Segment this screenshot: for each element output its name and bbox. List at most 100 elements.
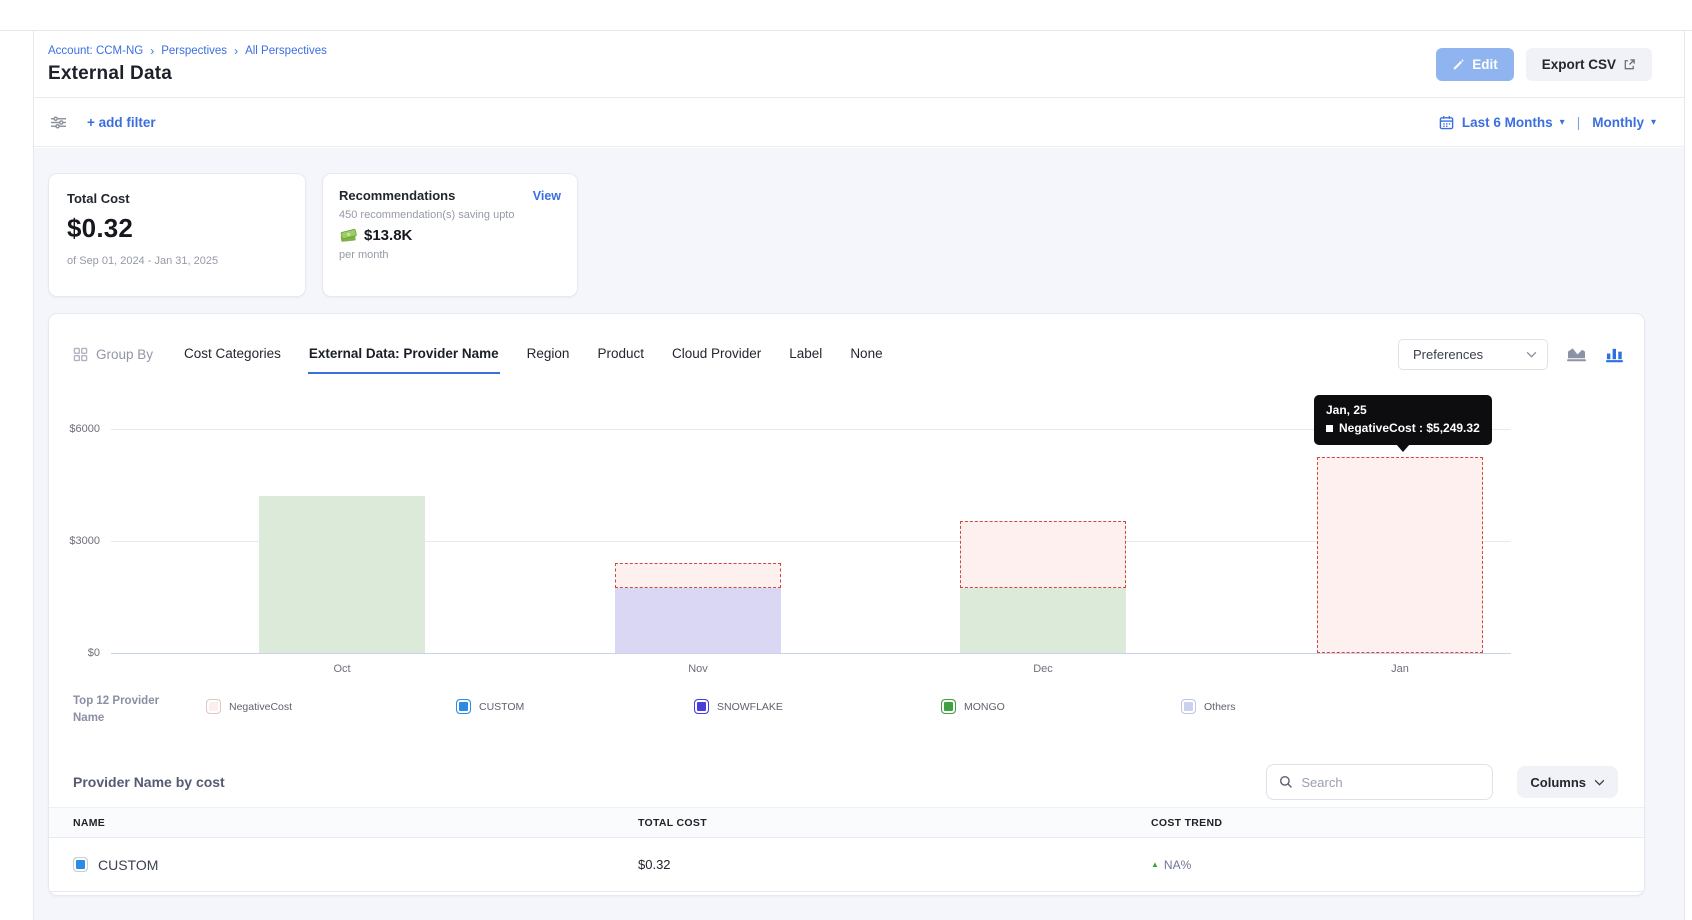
legend-label: CUSTOM — [479, 700, 525, 713]
tab-external-data-provider-name[interactable]: External Data: Provider Name — [307, 335, 500, 374]
x-axis-tick: Oct — [333, 663, 351, 675]
legend-swatch — [941, 699, 956, 714]
legend-label: SNOWFLAKE — [717, 700, 783, 713]
filter-sliders-icon[interactable] — [50, 115, 67, 130]
x-axis-tick: Dec — [1033, 663, 1053, 675]
tab-region[interactable]: Region — [526, 345, 570, 361]
x-axis-tick: Nov — [688, 663, 708, 675]
tab-product[interactable]: Product — [597, 345, 644, 361]
tab-label[interactable]: Label — [789, 345, 823, 361]
area-chart-toggle[interactable] — [1566, 346, 1587, 363]
tab-none[interactable]: None — [850, 345, 883, 361]
add-filter-button[interactable]: + add filter — [87, 114, 156, 130]
bar-dec-negativecost[interactable] — [960, 520, 1126, 589]
bar-oct-mongo[interactable] — [259, 495, 425, 653]
chart-tooltip: Jan, 25 NegativeCost : $5,249.32 — [1314, 395, 1492, 452]
breadcrumb-link[interactable]: All Perspectives — [245, 44, 327, 57]
y-axis-tick: $0 — [87, 647, 100, 659]
savings-period: per month — [339, 249, 389, 261]
tooltip-series-marker — [1326, 424, 1333, 432]
caret-down-icon: ▾ — [1559, 116, 1565, 128]
chart-legend: Top 12 Provider Name NegativeCost CUSTOM S… — [49, 690, 1644, 736]
y-axis-tick: $6000 — [69, 423, 100, 435]
total-cost-period: of Sep 01, 2024 - Jan 31, 2025 — [67, 255, 219, 267]
groupby-tabs: Cost Categories External Data: Provider N… — [183, 335, 884, 374]
divider: | — [1576, 114, 1581, 130]
chart-gridline — [111, 541, 1511, 542]
legend-item-snowflake[interactable]: SNOWFLAKE — [694, 699, 783, 714]
grid-icon — [73, 347, 88, 362]
bar-nov-negativecost[interactable] — [615, 563, 781, 589]
legend-item-mongo[interactable]: MONGO — [941, 699, 1005, 714]
tooltip-title: Jan, 25 — [1326, 403, 1367, 417]
columns-button[interactable]: Columns — [1517, 766, 1618, 798]
recommendations-subtitle: 450 recommendation(s) saving upto — [339, 209, 515, 221]
savings-amount: $13.8K — [364, 227, 413, 244]
legend-label: MONGO — [964, 700, 1005, 713]
breadcrumb-separator: › — [150, 43, 155, 58]
preferences-select[interactable]: Preferences — [1398, 338, 1548, 370]
cost-chart: $0 $3000 $6000 Oct Nov Dec Jan — [49, 314, 1644, 895]
chart-gridline — [111, 429, 1511, 430]
edit-pencil-icon — [1452, 58, 1465, 71]
legend-label: NegativeCost — [229, 700, 293, 713]
recommendations-title: Recommendations — [339, 188, 456, 203]
recommendations-card: Recommendations View 450 recommendation(… — [322, 173, 578, 297]
cost-table-section: Provider Name by cost Columns — [49, 757, 1644, 895]
legend-label: Others — [1204, 700, 1236, 713]
bar-nov-snowflake[interactable] — [615, 588, 781, 653]
bar-chart-toggle[interactable] — [1605, 346, 1624, 363]
row-name-cell: CUSTOM — [73, 857, 638, 873]
tab-cloud-provider[interactable]: Cloud Provider — [671, 345, 762, 361]
date-range-label: Last 6 Months — [1461, 114, 1553, 130]
legend-swatch — [1181, 699, 1196, 714]
granularity-selector[interactable]: Monthly ▾ — [1592, 115, 1656, 130]
tab-cost-categories[interactable]: Cost Categories — [184, 345, 281, 361]
export-csv-button[interactable]: Export CSV — [1525, 47, 1652, 81]
search-input[interactable] — [1301, 774, 1481, 790]
perspective-panel: Group By Cost Categories External Data: P… — [48, 313, 1645, 896]
row-swatch — [73, 857, 88, 872]
table-row[interactable]: CUSTOM $0.32 ▲ NA% — [49, 838, 1644, 892]
column-header-cost-trend[interactable]: COST TREND — [1151, 816, 1223, 829]
legend-swatch — [206, 699, 221, 714]
legend-item-custom[interactable]: CUSTOM — [456, 699, 524, 714]
window-top-strip — [0, 0, 1692, 31]
columns-label: Columns — [1530, 774, 1586, 790]
row-name: CUSTOM — [98, 856, 159, 873]
date-range-selector[interactable]: Last 6 Months ▾ — [1462, 115, 1565, 130]
breadcrumb-link[interactable]: Perspectives — [161, 44, 228, 57]
column-header-total-cost[interactable]: TOTAL COST — [638, 816, 707, 829]
column-header-name[interactable]: NAME — [73, 816, 106, 829]
groupby-label: Group By — [96, 346, 154, 362]
granularity-label: Monthly — [1592, 114, 1644, 130]
legend-item-negativecost[interactable]: NegativeCost — [206, 699, 292, 714]
breadcrumb: Account: CCM-NG › Perspectives › All Perspec… — [48, 44, 327, 58]
window-right-strip — [1685, 31, 1692, 920]
table-header-row: NAME TOTAL COST COST TREND — [49, 807, 1644, 838]
breadcrumb-separator: › — [234, 43, 239, 58]
breadcrumb-link[interactable]: Account: CCM-NG — [48, 44, 144, 57]
groupby-row: Group By Cost Categories External Data: P… — [73, 332, 1624, 376]
page-header: Account: CCM-NG › Perspectives › All Perspec… — [34, 31, 1684, 98]
total-cost-title: Total Cost — [67, 191, 130, 206]
bar-dec-mongo[interactable] — [960, 588, 1126, 653]
view-link[interactable]: View — [532, 189, 561, 203]
groupby-label-wrap: Group By — [73, 347, 153, 362]
table-toolbar: Provider Name by cost Columns — [49, 757, 1644, 807]
trend-up-icon: ▲ — [1151, 860, 1159, 869]
search-icon — [1279, 775, 1293, 789]
tooltip-arrow — [1395, 444, 1410, 452]
search-box — [1266, 764, 1494, 800]
edit-button[interactable]: Edit — [1436, 47, 1514, 81]
bar-jan-negativecost[interactable] — [1317, 457, 1483, 653]
calendar-icon — [1439, 115, 1454, 130]
y-axis-tick: $3000 — [69, 535, 100, 547]
legend-item-others[interactable]: Others — [1181, 699, 1236, 714]
chevron-down-icon — [1594, 779, 1605, 786]
export-csv-label: Export CSV — [1541, 56, 1616, 72]
content-area: Total Cost $0.32 of Sep 01, 2024 - Jan 3… — [34, 148, 1684, 920]
chevron-down-icon — [1526, 351, 1537, 358]
caret-down-icon: ▾ — [1650, 116, 1656, 128]
chart-gridline — [111, 653, 1511, 654]
